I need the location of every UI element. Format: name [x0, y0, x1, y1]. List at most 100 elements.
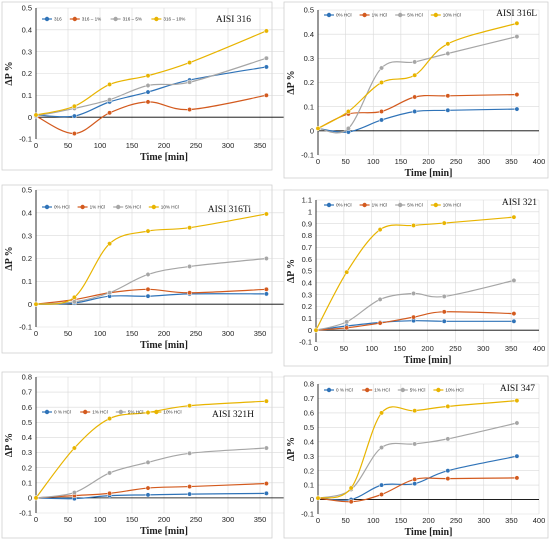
- legend-swatch-marker: [398, 202, 403, 208]
- data-point: [145, 492, 151, 498]
- legend-swatch-marker: [362, 202, 367, 208]
- data-point: [107, 110, 113, 116]
- data-point: [445, 403, 451, 409]
- y-tick-label: -0.1: [301, 151, 314, 160]
- x-tick-label: 400: [533, 157, 546, 166]
- legend-swatch-marker: [433, 12, 438, 18]
- x-tick-label: 200: [422, 157, 435, 166]
- data-point: [107, 241, 113, 247]
- legend-swatch-marker: [113, 16, 118, 22]
- x-tick-label: 50: [340, 344, 348, 353]
- data-point: [145, 99, 151, 105]
- y-tick-label: -0.1: [19, 323, 32, 332]
- data-point: [263, 445, 269, 451]
- data-point: [445, 51, 451, 56]
- data-point: [514, 106, 520, 112]
- y-tick-label: -0.1: [19, 135, 32, 144]
- legend-swatch-marker: [154, 16, 159, 22]
- data-point: [379, 410, 384, 416]
- legend-label: 5% HCl: [410, 388, 426, 393]
- y-tick-label: 0.2: [22, 254, 32, 263]
- x-tick-label: 350: [505, 516, 518, 525]
- chart-panel-4: -0.100.10.20.30.40.50.60.70.80.911.10 50 1…: [283, 189, 549, 367]
- x-tick-label: 350: [505, 157, 518, 166]
- y-tick-label: 0.1: [22, 478, 32, 487]
- x-tick-label: 250: [190, 329, 203, 338]
- data-point: [187, 491, 193, 497]
- data-point: [263, 92, 269, 98]
- chart-title: AISI 347: [500, 384, 535, 394]
- series-line-2: [35, 482, 267, 499]
- y-tick-label: -0.1: [19, 509, 32, 518]
- x-tick-label: 150: [126, 329, 139, 338]
- data-point: [514, 475, 520, 481]
- legend-swatch-marker: [398, 12, 403, 18]
- chart-panel-1: -0.100.10.20.30.40.50 50 100 150 200 250 300 35…: [1, 1, 298, 171]
- data-point: [33, 301, 39, 307]
- y-tick-label: 0: [308, 326, 312, 335]
- x-tick-label: 0: [34, 141, 38, 150]
- data-point: [345, 109, 351, 114]
- data-point: [315, 495, 321, 501]
- x-tick-label: 0: [316, 516, 320, 525]
- data-point: [411, 291, 417, 296]
- series-line-4: [317, 22, 518, 129]
- data-point: [379, 109, 384, 114]
- y-tick-label: 0.7: [304, 394, 314, 403]
- x-axis-label: Time [min]: [140, 526, 188, 537]
- x-tick-label: 100: [365, 344, 378, 353]
- x-axis-label: Time [min]: [140, 152, 188, 163]
- y-tick-label: 0.8: [22, 373, 32, 382]
- x-axis-label: Time [min]: [404, 355, 452, 366]
- x-tick-label: 0: [34, 329, 38, 338]
- x-tick-label: 300: [477, 516, 490, 525]
- legend-label: 0% HCl: [336, 203, 352, 208]
- y-tick-label: -0.1: [299, 338, 312, 347]
- data-point: [71, 113, 77, 119]
- data-point: [71, 490, 77, 496]
- y-axis-label: ΔP %: [4, 61, 15, 85]
- x-tick-label: 100: [94, 329, 107, 338]
- data-point: [412, 72, 418, 78]
- data-point: [348, 485, 354, 491]
- chart-title: AISI 321: [502, 198, 537, 208]
- x-tick-label: 150: [395, 516, 408, 525]
- series-line-1: [35, 66, 267, 118]
- data-point: [445, 93, 451, 99]
- data-point: [145, 485, 151, 491]
- data-point: [377, 227, 383, 233]
- data-point: [263, 490, 269, 496]
- x-tick-label: 350: [254, 515, 267, 524]
- y-tick-label: 0.2: [22, 463, 32, 472]
- legend-label: 5% HCl: [407, 203, 423, 208]
- x-tick-label: 200: [158, 141, 171, 150]
- chart-panel-2: -0.100.10.20.30.40.50 50 100 150 200 250 300 35…: [283, 1, 549, 179]
- y-tick-label: 0.4: [304, 437, 314, 446]
- legend-swatch-marker: [116, 204, 121, 210]
- data-point: [379, 117, 384, 123]
- y-tick-label: 0: [310, 126, 314, 135]
- legend-label: 0% HCl: [336, 13, 352, 18]
- y-tick-label: 0.6: [22, 403, 32, 412]
- x-tick-label: 400: [533, 516, 546, 525]
- data-point: [412, 94, 418, 100]
- data-point: [263, 398, 269, 404]
- data-point: [445, 41, 451, 47]
- data-point: [411, 222, 417, 228]
- y-tick-label: 0.2: [304, 78, 314, 87]
- legend-label: 0% HCl: [54, 205, 70, 210]
- data-point: [315, 125, 321, 131]
- data-point: [412, 481, 418, 487]
- y-tick-label: 1: [308, 207, 312, 216]
- data-point: [263, 211, 269, 217]
- data-point: [71, 131, 77, 136]
- y-tick-label: -0.1: [301, 510, 314, 519]
- data-point: [511, 214, 517, 220]
- x-tick-label: 350: [505, 344, 518, 353]
- x-tick-label: 100: [94, 515, 107, 524]
- y-tick-label: 0.3: [22, 448, 32, 457]
- y-tick-label: 0.5: [304, 6, 314, 15]
- legend-label: 316 – 1%: [82, 17, 101, 22]
- legend-label: 10% HCl: [161, 205, 179, 210]
- y-axis-label: ΔP %: [4, 433, 15, 457]
